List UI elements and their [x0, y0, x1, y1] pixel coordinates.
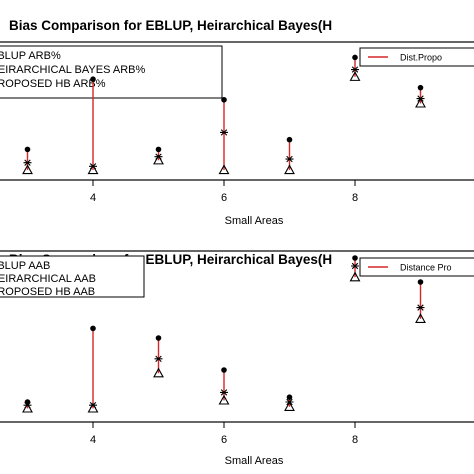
point-triangle	[22, 402, 33, 413]
point-circle	[90, 325, 96, 332]
chart-panel-top: Bias Comparison for EBLUP, Heirarchical …	[0, 18, 474, 227]
point-star	[23, 159, 32, 166]
point-triangle	[153, 367, 164, 378]
point-circle	[221, 367, 227, 373]
point-circle	[221, 96, 227, 103]
point-triangle	[415, 313, 426, 323]
x-tick-label: 6	[221, 192, 227, 204]
point-triangle	[349, 271, 361, 282]
point-triangle	[284, 164, 295, 175]
point-circle	[352, 255, 358, 261]
point-triangle	[22, 164, 33, 175]
point-circle	[417, 84, 424, 91]
legend-left-entry: HEIRARCHICAL AAB	[0, 273, 96, 285]
chart-panel-bottom: Bias Comparison for EBLUP, Heirarchical …	[0, 250, 474, 467]
point-star	[220, 389, 228, 396]
point-circle	[417, 279, 424, 285]
point-circle	[286, 136, 293, 143]
point-triangle	[284, 401, 295, 411]
legend-right-label: Dist.Propo	[400, 53, 442, 63]
chart-title: Bias Comparison for EBLUP, Heirarchical …	[9, 18, 332, 33]
x-axis-label: Small Areas	[225, 215, 284, 227]
x-tick-label: 4	[90, 434, 96, 446]
point-triangle	[349, 71, 361, 81]
x-tick-label: 8	[352, 192, 358, 204]
legend-left-entry: EBLUP ARB%	[0, 50, 61, 62]
point-circle	[286, 394, 293, 401]
point-triangle	[218, 164, 230, 175]
plot-frame	[0, 250, 474, 423]
x-tick-label: 8	[352, 434, 358, 446]
point-triangle	[415, 97, 426, 108]
point-star	[351, 262, 359, 270]
point-star	[154, 355, 163, 362]
point-circle	[352, 54, 358, 61]
legend-left-entry: PROPOSED HB ARB%	[0, 78, 106, 90]
point-star	[220, 129, 228, 136]
legend-left-box	[0, 255, 145, 298]
point-circle	[24, 146, 31, 153]
point-triangle	[87, 402, 99, 413]
point-star	[416, 304, 425, 311]
legend-left-entry: HEIRARCHICAL BAYES ARB%	[0, 64, 145, 76]
x-tick-label: 4	[90, 192, 96, 204]
point-triangle	[153, 154, 164, 165]
x-axis-label: Small Areas	[225, 455, 284, 467]
point-circle	[90, 76, 96, 82]
legend-right-label: Distance Pro	[400, 263, 452, 273]
legend-left-entry: EBLUP AAB	[0, 260, 50, 272]
legend-left-entry: PROPOSED HB AAB	[0, 286, 95, 298]
point-triangle	[218, 394, 230, 405]
plot-frame	[0, 41, 474, 181]
x-tick-label: 6	[221, 434, 227, 446]
legend-left-box	[0, 45, 223, 99]
point-circle	[155, 146, 162, 153]
point-triangle	[87, 164, 99, 175]
legend-right-box	[359, 257, 474, 277]
point-circle	[155, 335, 162, 341]
legend-right-box	[359, 47, 474, 67]
point-star	[285, 155, 294, 163]
point-star	[351, 66, 359, 73]
